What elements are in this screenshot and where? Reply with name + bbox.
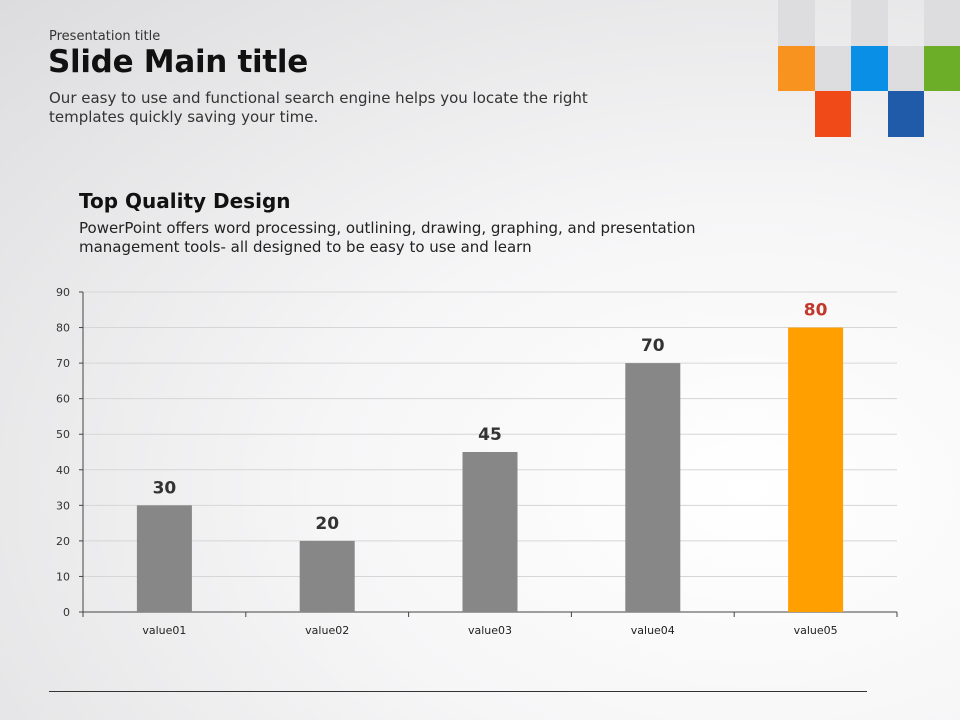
y-tick-label: 30 — [56, 499, 70, 512]
bar-chart: 0 10 20 30 40 50 60 70 80 90 30 value01 20 value02 45 v… — [56, 286, 898, 637]
x-tick-label-value02: value02 — [305, 624, 349, 637]
data-label-value01: 30 — [153, 478, 177, 498]
data-label-value03: 45 — [478, 425, 502, 445]
deco-tile-gray-5 — [888, 46, 924, 91]
bar-value02 — [299, 540, 355, 612]
data-label-value04: 70 — [641, 336, 665, 356]
y-tick-label: 50 — [56, 428, 70, 441]
y-tick-label: 40 — [56, 464, 70, 477]
section-title: Top Quality Design — [79, 189, 291, 213]
bar-value01 — [136, 505, 192, 612]
y-tick-label: 80 — [56, 322, 70, 335]
bar-value05 — [788, 327, 844, 612]
y-tick-label: 60 — [56, 393, 70, 406]
deco-tile-gray-4 — [815, 46, 851, 91]
presentation-title: Presentation title — [49, 29, 161, 44]
deco-tile-green — [924, 46, 960, 91]
x-tick-label-value03: value03 — [468, 624, 512, 637]
deco-tile-gray-1 — [778, 0, 815, 46]
x-tick-label-value04: value04 — [631, 624, 675, 637]
deco-tile-darkblue — [888, 91, 924, 137]
slide-main-title: Slide Main title — [48, 44, 308, 80]
deco-tile-orange — [778, 46, 815, 91]
x-tick-label-value01: value01 — [142, 624, 186, 637]
bar-value04 — [625, 363, 681, 612]
y-tick-label: 0 — [63, 606, 70, 619]
y-tick-label: 90 — [56, 286, 70, 299]
y-tick-label: 70 — [56, 357, 70, 370]
deco-tile-red — [815, 91, 851, 137]
data-label-value05: 80 — [804, 301, 828, 321]
data-label-value02: 20 — [315, 514, 339, 534]
y-tick-label: 10 — [56, 570, 70, 583]
x-tick-label-value05: value05 — [794, 624, 838, 637]
bar-value03 — [462, 452, 518, 612]
deco-tile-gray-2 — [851, 0, 888, 46]
deco-tile-blue — [851, 46, 888, 91]
footer-divider — [49, 691, 867, 692]
deco-tile-gray-3 — [924, 0, 960, 46]
slide-subtitle: Our easy to use and functional search en… — [49, 89, 588, 126]
y-tick-label: 20 — [56, 535, 70, 548]
section-description: PowerPoint offers word processing, outli… — [79, 219, 696, 256]
decorative-tiles — [778, 0, 960, 137]
